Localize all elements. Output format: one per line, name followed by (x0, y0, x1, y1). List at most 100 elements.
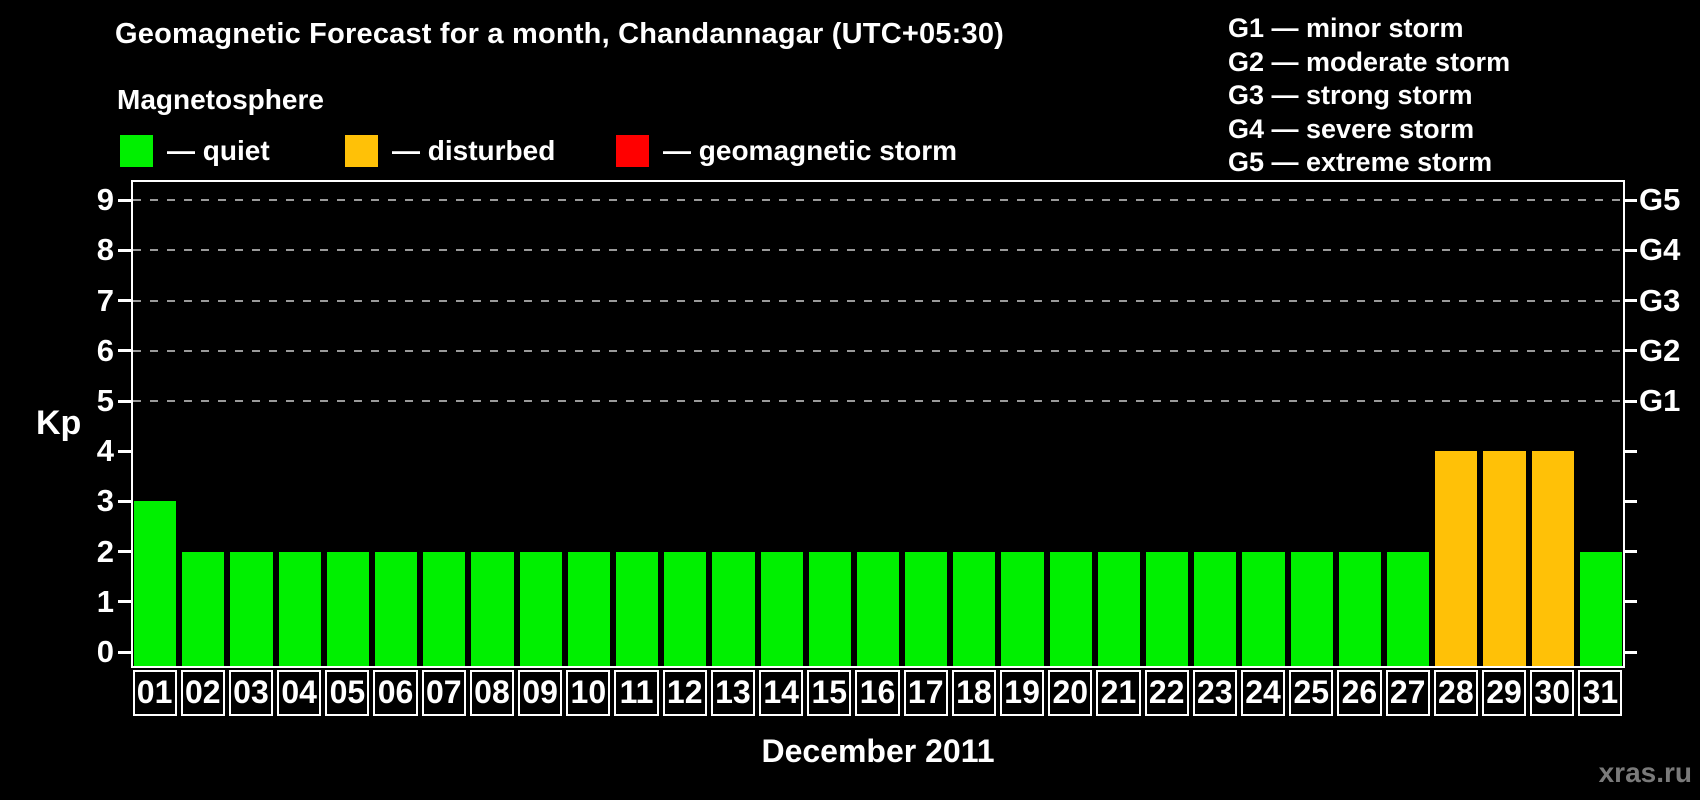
bar-day-27 (1387, 551, 1430, 668)
magnetosphere-label: Magnetosphere (117, 84, 324, 115)
right-tick-kp6 (1624, 349, 1637, 353)
legend-label-storm: — geomagnetic storm (663, 135, 958, 166)
g2-legend-line: G2 — moderate storm (1228, 46, 1511, 77)
day-label-25: 25 (1289, 670, 1334, 716)
bar-day-02 (182, 551, 225, 668)
plot-frame (131, 180, 1625, 668)
gridline-kp8 (133, 249, 1623, 252)
g3-legend-line: G3 — strong storm (1228, 80, 1473, 110)
bar-day-28 (1435, 451, 1478, 668)
left-tick-kp9 (118, 198, 131, 202)
y-tick-label-9: 9 (96, 182, 114, 218)
left-tick-kp2 (118, 550, 131, 554)
right-tick-kp3 (1624, 499, 1637, 503)
day-label-06: 06 (373, 670, 418, 716)
y-tick-label-0: 0 (96, 634, 114, 669)
day-label-18: 18 (951, 670, 996, 716)
day-label-03: 03 (228, 670, 274, 716)
day-label-30: 30 (1530, 670, 1575, 716)
y-tick-label-8: 8 (96, 232, 114, 268)
legend-label-quiet: — quiet (167, 135, 270, 166)
day-label-12: 12 (662, 670, 707, 716)
bar-day-22 (1146, 551, 1189, 668)
g-scale-legend: G1 — minor storm G2 — moderate storm G3 … (1228, 12, 1510, 180)
bar-day-14 (760, 551, 803, 668)
bar-day-06 (374, 551, 418, 668)
day-label-26: 26 (1337, 670, 1382, 716)
day-label-19: 19 (999, 670, 1045, 716)
day-label-20: 20 (1048, 670, 1093, 716)
day-label-24: 24 (1240, 670, 1286, 716)
left-tick-kp7 (118, 299, 131, 303)
bar-day-29 (1483, 451, 1526, 668)
quiet-color-swatch (120, 135, 153, 167)
chart-title: Geomagnetic Forecast for a month, Chanda… (115, 18, 1005, 50)
bar-day-08 (471, 551, 514, 668)
day-label-17: 17 (903, 670, 948, 716)
day-label-09: 09 (518, 670, 563, 716)
y-tick-label-1: 1 (96, 583, 114, 619)
right-tick-kp5 (1624, 399, 1637, 403)
bar-day-31 (1579, 551, 1622, 668)
day-label-13: 13 (710, 670, 755, 716)
bar-day-19 (1001, 551, 1044, 668)
bar-day-05 (326, 551, 369, 668)
right-tick-kp7 (1624, 299, 1637, 303)
y-tick-label-3: 3 (96, 483, 114, 519)
g-axis-label-G5: G5 (1639, 182, 1681, 218)
left-tick-kp4 (118, 449, 131, 453)
legend-item-disturbed: — disturbed (345, 135, 555, 167)
y-tick-label-7: 7 (96, 282, 114, 318)
x-axis-title: December 2011 (761, 733, 995, 769)
day-label-22: 22 (1144, 670, 1189, 716)
day-label-10: 10 (566, 670, 611, 716)
legend-item-storm: — geomagnetic storm (616, 135, 957, 167)
g-axis-label-G3: G3 (1639, 282, 1681, 318)
left-tick-kp5 (118, 399, 131, 403)
y-axis-unit-label: Kp (36, 404, 82, 442)
right-tick-kp2 (1624, 550, 1637, 554)
left-tick-kp0 (118, 650, 131, 654)
day-label-04: 04 (277, 670, 322, 716)
gridline-kp5 (133, 400, 1623, 402)
g5-legend-line: G5 — extreme storm (1228, 147, 1493, 177)
right-tick-kp4 (1624, 449, 1637, 453)
bar-day-20 (1049, 551, 1092, 668)
g-axis-label-G4: G4 (1639, 232, 1681, 268)
disturbed-color-swatch (345, 135, 378, 167)
day-label-21: 21 (1096, 670, 1141, 716)
right-tick-kp1 (1624, 600, 1637, 604)
day-label-23: 23 (1192, 670, 1237, 716)
bar-day-17 (905, 551, 948, 668)
day-label-11: 11 (614, 670, 659, 716)
left-tick-kp6 (118, 349, 131, 353)
bar-day-13 (712, 551, 755, 668)
bar-day-01 (134, 501, 177, 668)
bar-day-15 (808, 551, 851, 668)
right-tick-kp9 (1624, 198, 1637, 202)
legend-item-quiet: — quiet (120, 135, 270, 167)
right-tick-kp8 (1624, 248, 1637, 252)
bar-day-23 (1194, 551, 1237, 668)
bar-day-24 (1242, 551, 1285, 668)
day-label-08: 08 (469, 670, 515, 716)
day-label-27: 27 (1385, 670, 1430, 716)
bar-day-04 (278, 551, 321, 668)
g-axis-label-G1: G1 (1639, 383, 1681, 418)
bar-day-18 (953, 551, 996, 668)
y-tick-label-6: 6 (96, 332, 114, 368)
g-axis-label-G2: G2 (1639, 332, 1681, 368)
gridline-kp9 (133, 199, 1623, 202)
bar-day-12 (664, 551, 707, 668)
y-tick-label-4: 4 (96, 433, 114, 469)
left-tick-kp3 (118, 499, 131, 503)
bar-day-09 (519, 551, 562, 668)
gridline-kp7 (133, 299, 1623, 302)
bar-day-30 (1531, 451, 1574, 668)
day-label-31: 31 (1578, 670, 1623, 716)
day-label-07: 07 (421, 670, 466, 716)
gridline-kp6 (133, 349, 1623, 352)
right-tick-kp0 (1624, 650, 1637, 654)
day-label-05: 05 (325, 670, 370, 716)
